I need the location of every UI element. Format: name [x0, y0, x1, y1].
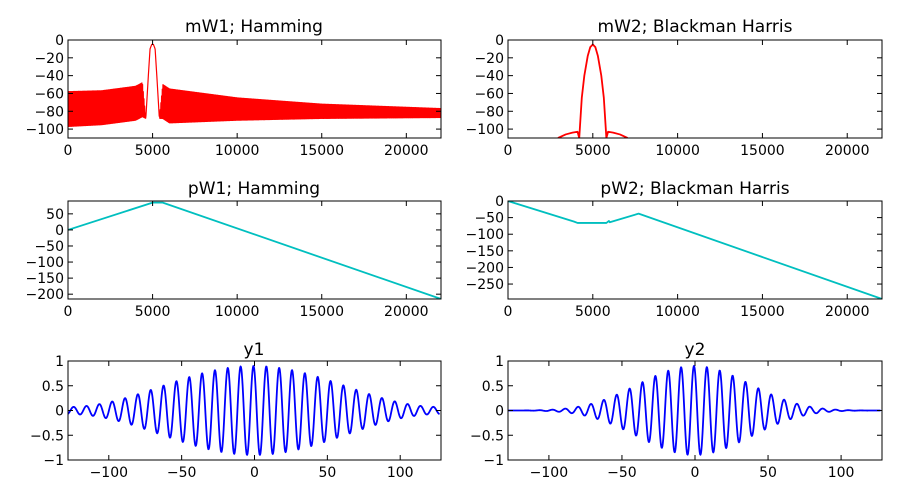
y-tick-label: 0.5: [42, 379, 64, 395]
x-tick-label: −100: [90, 465, 128, 481]
y-tick-label: −200: [26, 287, 64, 303]
x-tick-label: 0: [64, 304, 73, 320]
chart-mW1: mW1; Hamming 0 5000 10000 15000 20000 0 −20 −40…: [26, 17, 442, 159]
x-tick-label: 0: [691, 465, 700, 481]
y-tick-label: 0: [55, 33, 64, 49]
x-tick-label: 0: [504, 304, 513, 320]
x-tick-label: 100: [387, 465, 414, 481]
x-tick-label: 50: [318, 465, 336, 481]
x-tick-label: −50: [167, 465, 197, 481]
x-tick-label: 15000: [299, 143, 344, 159]
x-tick-label: 0: [64, 143, 73, 159]
plot-frame: [507, 200, 883, 300]
x-tick-label: 10000: [655, 143, 700, 159]
chart-pW2: pW2; Blackman Harris 0 5000 10000 15000 2000…: [466, 179, 883, 320]
y-tick-label: 0: [495, 33, 504, 49]
chart-title: pW1; Hamming: [188, 179, 320, 199]
x-tick-label: 10000: [655, 304, 700, 320]
x-tick-label: 5000: [575, 143, 611, 159]
y-tick-label: 0: [55, 404, 64, 420]
x-tick-label: 15000: [740, 143, 785, 159]
y-tick-label: −60: [474, 86, 504, 102]
x-tick-label: 0: [504, 143, 513, 159]
x-tick-label: 10000: [215, 304, 260, 320]
y-tick-label: −150: [26, 271, 64, 287]
y-tick-label: −100: [26, 255, 64, 271]
y-tick-label: 1: [495, 354, 504, 370]
x-tick-label: 5000: [135, 143, 171, 159]
y-tick-label: 0: [495, 194, 504, 210]
x-tick-label: 0: [250, 465, 259, 481]
x-tick-label: 20000: [384, 143, 429, 159]
series-line: [508, 365, 882, 456]
plot-frame: [67, 200, 442, 300]
series-line: [68, 43, 441, 127]
y-tick-label: −1: [43, 453, 64, 469]
y-tick-label: −60: [34, 86, 64, 102]
y-tick-label: −80: [34, 104, 64, 120]
y-tick-label: 0.5: [482, 379, 504, 395]
y-tick-label: −20: [474, 51, 504, 67]
y-tick-label: 1: [55, 354, 64, 370]
y-tick-label: −1: [483, 453, 504, 469]
x-tick-label: 15000: [299, 304, 344, 320]
x-tick-label: 15000: [740, 304, 785, 320]
x-tick-label: 20000: [825, 143, 870, 159]
plot-frame: [67, 39, 442, 139]
x-tick-label: −50: [607, 465, 637, 481]
y-tick-label: 0: [55, 223, 64, 239]
y-tick-label: −40: [34, 69, 64, 85]
x-tick-label: 10000: [215, 143, 260, 159]
series-line: [508, 201, 882, 299]
y-tick-label: −100: [466, 122, 504, 138]
y-tick-label: −150: [466, 244, 504, 260]
y-tick-label: −40: [474, 69, 504, 85]
x-tick-label: 100: [828, 465, 855, 481]
chart-title: pW2; Blackman Harris: [600, 179, 789, 199]
chart-title: mW2; Blackman Harris: [598, 17, 793, 37]
chart-mW2: mW2; Blackman Harris 0 5000 10000 15000 2000…: [466, 17, 883, 159]
chart-title: y2: [685, 340, 706, 360]
series-line: [68, 365, 441, 456]
series-line: [68, 201, 441, 299]
x-tick-label: 20000: [825, 304, 870, 320]
chart-y2: y2 −100 −50 0 50 100 1 0.5 0 −0.5 −1: [470, 340, 883, 481]
chart-title: y1: [244, 340, 265, 360]
y-tick-label: −0.5: [30, 428, 64, 444]
x-tick-label: 5000: [575, 304, 611, 320]
y-tick-label: 0: [495, 404, 504, 420]
y-tick-label: −50: [34, 239, 64, 255]
x-tick-label: 5000: [135, 304, 171, 320]
y-tick-label: −250: [466, 277, 504, 293]
x-tick-label: 20000: [384, 304, 429, 320]
chart-pW1: pW1; Hamming 0 5000 10000 15000 20000500−50−…: [26, 179, 442, 320]
y-tick-label: 50: [46, 207, 64, 223]
chart-title: mW1; Hamming: [185, 17, 323, 37]
x-tick-label: 50: [759, 465, 777, 481]
plot-frame: [507, 39, 883, 139]
y-tick-label: −50: [474, 211, 504, 227]
chart-y1: y1 −100 −50 0 50 100 1 0.5 0 −0.5 −1: [30, 340, 442, 481]
y-tick-label: −100: [26, 122, 64, 138]
y-tick-label: −100: [466, 227, 504, 243]
y-tick-label: −200: [466, 260, 504, 276]
x-tick-label: −100: [530, 465, 568, 481]
y-tick-label: −20: [34, 51, 64, 67]
y-tick-label: −0.5: [470, 428, 504, 444]
y-tick-label: −80: [474, 104, 504, 120]
